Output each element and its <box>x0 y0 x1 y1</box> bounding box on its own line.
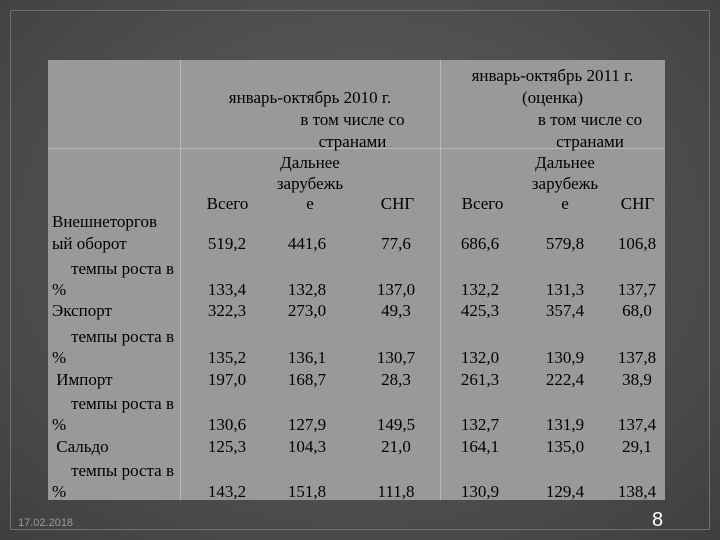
table-cell: 38,9 <box>622 370 652 389</box>
table-cell: 357,4 <box>545 301 585 320</box>
table-cell: 164,1 <box>460 437 500 456</box>
row-label-percent: % <box>52 280 67 299</box>
table-cell: 28,3 <box>381 370 411 389</box>
table-cell: 143,2 <box>207 482 247 501</box>
table-cell: 686,6 <box>460 234 500 253</box>
table-cell: 136,1 <box>287 348 327 367</box>
header-cis-2010: СНГ <box>380 194 415 213</box>
header-cis-2011: СНГ <box>620 194 655 213</box>
header-countries-2010: странами <box>318 132 387 151</box>
row-label-balance: Сальдо <box>52 437 109 456</box>
header-incl-2011: в том числе со <box>537 110 643 129</box>
table-cell: 149,5 <box>376 415 416 434</box>
table-cell: 519,2 <box>207 234 247 253</box>
header-period-2011: январь-октябрь 2011 г. <box>471 66 634 85</box>
table-cell: 137,0 <box>376 280 416 299</box>
row-label-turnover-1: Внешнеторгов <box>52 212 157 231</box>
row-label-percent: % <box>52 415 67 434</box>
slide-frame <box>10 10 710 530</box>
row-label-growth: темпы роста в <box>71 461 174 480</box>
table-cell: 21,0 <box>381 437 411 456</box>
table-cell: 29,1 <box>622 437 652 456</box>
table-cell: 579,8 <box>545 234 585 253</box>
header-incl-2010: в том числе со <box>300 110 405 129</box>
table-cell: 131,3 <box>545 280 585 299</box>
table-cell: 130,9 <box>460 482 500 501</box>
table-cell: 425,3 <box>460 301 500 320</box>
table-cell: 129,4 <box>545 482 585 501</box>
table-cell: 222,4 <box>545 370 585 389</box>
row-label-percent: % <box>52 348 67 367</box>
row-label-import: Импорт <box>52 370 113 389</box>
row-label-turnover-2: ый оборот <box>52 234 127 253</box>
header-total-2011: Всего <box>461 194 504 213</box>
header-far-2010-line1: Дальнее <box>280 153 340 172</box>
table-cell: 137,4 <box>617 415 657 434</box>
row-label-growth: темпы роста в <box>71 327 174 346</box>
table-cell: 130,7 <box>376 348 416 367</box>
table-cell: 273,0 <box>287 301 327 320</box>
header-far-2011-line3: е <box>561 194 569 213</box>
table-cell: 130,6 <box>207 415 247 434</box>
table-cell: 137,7 <box>617 280 657 299</box>
table-cell: 125,3 <box>207 437 247 456</box>
table-cell: 322,3 <box>207 301 247 320</box>
header-far-2010-line2: зарубежь <box>276 174 344 193</box>
table-cell: 77,6 <box>381 234 411 253</box>
table-cell: 130,9 <box>545 348 585 367</box>
table-cell: 135,2 <box>207 348 247 367</box>
table-cell: 151,8 <box>287 482 327 501</box>
column-divider <box>180 60 181 500</box>
table-cell: 127,9 <box>287 415 327 434</box>
slide-date: 17.02.2018 <box>18 517 74 529</box>
header-countries-2011: странами <box>556 132 624 151</box>
table-cell: 106,8 <box>617 234 657 253</box>
table-cell: 197,0 <box>207 370 247 389</box>
row-label-export: Экспорт <box>52 301 112 320</box>
header-far-2011-line2: зарубежь <box>531 174 599 193</box>
table-cell: 131,9 <box>545 415 585 434</box>
table-cell: 132,8 <box>287 280 327 299</box>
table-cell: 441,6 <box>287 234 327 253</box>
row-divider <box>48 148 665 149</box>
header-period-2010: январь-октябрь 2010 г. <box>228 88 392 107</box>
table-cell: 111,8 <box>377 482 415 501</box>
trade-table <box>48 60 665 500</box>
table-cell: 132,7 <box>460 415 500 434</box>
page-number: 8 <box>652 509 664 531</box>
header-far-2010-line3: е <box>306 194 314 213</box>
table-cell: 261,3 <box>460 370 500 389</box>
table-cell: 132,0 <box>460 348 500 367</box>
header-far-2011-line1: Дальнее <box>535 153 595 172</box>
table-cell: 133,4 <box>207 280 247 299</box>
table-cell: 49,3 <box>381 301 411 320</box>
table-cell: 132,2 <box>460 280 500 299</box>
column-divider <box>440 60 441 500</box>
table-cell: 138,4 <box>617 482 657 501</box>
table-cell: 68,0 <box>622 301 652 320</box>
table-cell: 168,7 <box>287 370 327 389</box>
row-label-percent: % <box>52 482 67 501</box>
header-estimate-2011: (оценка) <box>521 88 584 107</box>
table-cell: 135,0 <box>545 437 585 456</box>
row-label-growth: темпы роста в <box>71 394 174 413</box>
table-cell: 137,8 <box>617 348 657 367</box>
table-cell: 104,3 <box>287 437 327 456</box>
header-total-2010: Всего <box>206 194 249 213</box>
row-label-growth: темпы роста в <box>71 259 174 278</box>
